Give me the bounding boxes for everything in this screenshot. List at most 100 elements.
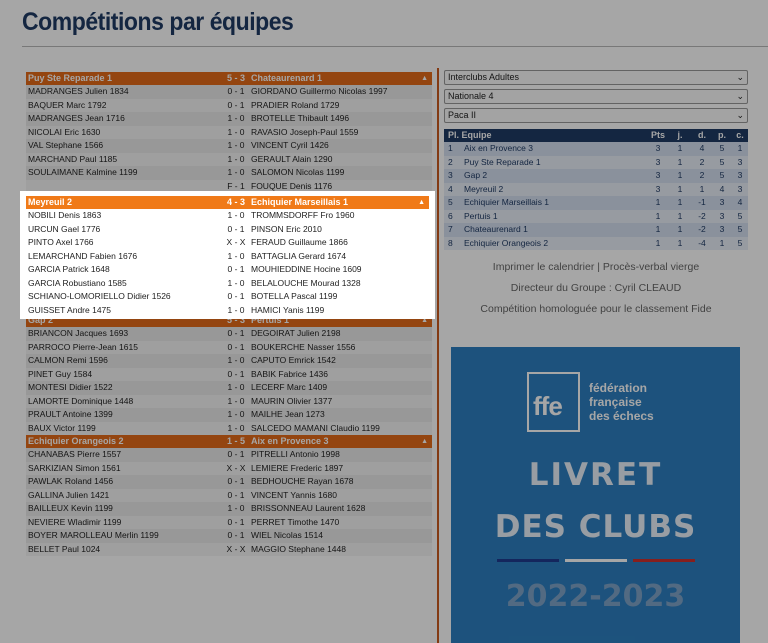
blank-report-link[interactable]: Procès-verbal vierge xyxy=(602,261,700,273)
against: 1 xyxy=(737,143,743,153)
flag-bar-red xyxy=(633,559,695,562)
board-result: X - X xyxy=(226,237,246,247)
points: 3 xyxy=(655,156,661,167)
player-b: GERAULT Alain 1290 xyxy=(251,153,333,164)
board-result: 0 - 1 xyxy=(227,264,245,274)
sidebar: Interclubs Adultes ⌄ Nationale 4 ⌄ Paca II… xyxy=(444,70,748,320)
collapse-arrow-icon[interactable]: ▲ xyxy=(421,317,428,324)
board-result: 0 - 1 xyxy=(227,328,245,338)
federation-line-2: française xyxy=(589,395,642,409)
team-name: Pertuis 1 xyxy=(464,210,498,221)
player-a: SOULAIMANE Kalmine 1199 xyxy=(28,167,138,177)
match-header[interactable]: Puy Ste Reparade 1 5 - 3 Chateaurenard 1 ▲ xyxy=(26,72,432,85)
for: 5 xyxy=(719,170,725,180)
standings-row[interactable]: 7 Chateaurenard 1 1 1 -2 3 5 xyxy=(444,223,748,237)
rank: 2 xyxy=(448,156,453,167)
player-a: BAUX Victor 1199 xyxy=(28,422,96,433)
board-result: 0 - 1 xyxy=(227,341,245,352)
match-header[interactable]: Meyreuil 2 4 - 3 Echiquier Marseillais 1 ▲ xyxy=(26,196,429,209)
played: 1 xyxy=(677,210,683,221)
header-j: j. xyxy=(677,130,683,140)
for: 3 xyxy=(719,224,725,234)
board-result: 1 - 0 xyxy=(227,409,245,419)
standings-row[interactable]: 4 Meyreuil 2 3 1 1 4 3 xyxy=(444,182,748,196)
chevron-down-icon: ⌄ xyxy=(736,91,744,101)
division-select[interactable]: Nationale 4 ⌄ xyxy=(444,89,748,104)
player-a: PINTO Axel 1766 xyxy=(28,237,94,247)
livret-banner[interactable]: ffe fédération française des échecs LIVR… xyxy=(451,347,740,643)
played: 1 xyxy=(677,170,683,180)
for: 4 xyxy=(719,183,725,194)
collapse-arrow-icon[interactable]: ▲ xyxy=(421,438,428,445)
match-block: Meyreuil 2 4 - 3 Echiquier Marseillais 1 ▲ N… xyxy=(26,196,429,317)
standings-row[interactable]: 8 Echiquier Orangeois 2 1 1 -4 1 5 xyxy=(444,236,748,250)
player-b: BABIK Fabrice 1436 xyxy=(251,368,329,379)
board-result: F - 1 xyxy=(227,180,245,191)
points: 1 xyxy=(655,237,661,248)
board-row: SOULAIMANE Kalmine 1199 1 - 0 SALOMON Nico… xyxy=(26,166,432,180)
team-a-name: Puy Ste Reparade 1 xyxy=(28,73,113,83)
player-a: URCUN Gael 1776 xyxy=(28,223,101,234)
player-a: NOBILI Denis 1863 xyxy=(28,210,102,220)
federation-name: fédération française des échecs xyxy=(589,381,654,423)
player-b: DEGOIRAT Julien 2198 xyxy=(251,328,341,338)
for: 3 xyxy=(719,210,725,221)
group-director: Directeur du Groupe : Cyril CLEAUD xyxy=(510,282,682,294)
player-a: LAMORTE Dominique 1448 xyxy=(28,395,134,406)
player-a: BAILLEUX Kevin 1199 xyxy=(28,503,113,513)
player-a: VAL Stephane 1566 xyxy=(28,140,104,150)
standings-row[interactable]: 5 Echiquier Marseillais 1 1 1 -1 3 4 xyxy=(444,196,748,210)
highlighted-match-panel: Meyreuil 2 4 - 3 Echiquier Marseillais 1 ▲ N… xyxy=(20,191,435,319)
standings-row[interactable]: 3 Gap 2 3 1 2 5 3 xyxy=(444,169,748,183)
player-b: MAGGIO Stephane 1448 xyxy=(251,543,346,554)
header-c: c. xyxy=(736,130,744,140)
board-row: BELLET Paul 1024 X - X MAGGIO Stephane 144… xyxy=(26,542,432,556)
match-rows: BRIANCON Jacques 1693 0 - 1 DEGOIRAT Julie… xyxy=(26,327,432,435)
print-calendar-link[interactable]: Imprimer le calendrier xyxy=(492,261,595,273)
player-a: BAQUER Marc 1792 xyxy=(28,99,107,110)
group-select[interactable]: Paca II ⌄ xyxy=(444,108,748,123)
rank: 5 xyxy=(448,197,453,207)
competition-select[interactable]: Interclubs Adultes ⌄ xyxy=(444,70,748,85)
banner-title-line-2: DES CLUBS xyxy=(494,509,697,545)
difference: 1 xyxy=(699,183,705,194)
board-row: BOYER MAROLLEAU Merlin 1199 0 - 1 WIEL Nic… xyxy=(26,529,432,543)
against: 5 xyxy=(737,224,743,234)
points: 1 xyxy=(655,197,661,207)
player-b: FOUQUE Denis 1176 xyxy=(251,180,333,191)
difference: -2 xyxy=(698,224,706,234)
standings-row[interactable]: 1 Aix en Provence 3 3 1 4 5 1 xyxy=(444,142,748,156)
player-b: GIORDANO Guillermo Nicolas 1997 xyxy=(251,86,388,96)
played: 1 xyxy=(677,183,683,194)
header-pts: Pts xyxy=(650,130,665,140)
player-a: SARKIZIAN Simon 1561 xyxy=(28,462,121,473)
board-result: 0 - 1 xyxy=(227,223,245,234)
played: 1 xyxy=(677,237,683,248)
player-b: RAVASIO Joseph-Paul 1559 xyxy=(251,126,359,137)
played: 1 xyxy=(677,156,683,167)
flag-bar-blue xyxy=(497,559,559,562)
match-score: 5 - 3 xyxy=(226,73,245,83)
board-result: 1 - 0 xyxy=(227,140,245,150)
standings-row[interactable]: 2 Puy Ste Reparade 1 3 1 2 5 3 xyxy=(444,155,748,169)
against: 3 xyxy=(737,170,743,180)
player-b: MOUHIEDDINE Hocine 1609 xyxy=(251,264,362,274)
board-row: F - 1 FOUQUE Denis 1176 xyxy=(26,179,432,193)
board-row: MADRANGES Jean 1716 1 - 0 BROTELLE Thibaul… xyxy=(26,112,432,126)
collapse-arrow-icon[interactable]: ▲ xyxy=(418,199,425,206)
difference: -1 xyxy=(698,197,706,207)
for: 5 xyxy=(719,156,725,167)
points: 3 xyxy=(655,170,661,180)
board-row: PINET Guy 1584 0 - 1 BABIK Fabrice 1436 xyxy=(26,367,432,381)
board-row: MARCHAND Paul 1185 1 - 0 GERAULT Alain 129… xyxy=(26,152,432,166)
board-row: PRAULT Antoine 1399 1 - 0 MAILHE Jean 1273 xyxy=(26,408,432,422)
board-result: 1 - 0 xyxy=(227,210,245,220)
board-result: 0 - 1 xyxy=(227,99,245,110)
board-row: GALLINA Julien 1421 0 - 1 VINCENT Yannis 1… xyxy=(26,488,432,502)
chevron-down-icon: ⌄ xyxy=(736,110,744,120)
collapse-arrow-icon[interactable]: ▲ xyxy=(421,75,428,82)
match-header[interactable]: Echiquier Orangeois 2 1 - 5 Aix en Provenc… xyxy=(26,435,432,448)
team-a-name: Gap 2 xyxy=(28,315,54,325)
standings-row[interactable]: 6 Pertuis 1 1 1 -2 3 5 xyxy=(444,209,748,223)
